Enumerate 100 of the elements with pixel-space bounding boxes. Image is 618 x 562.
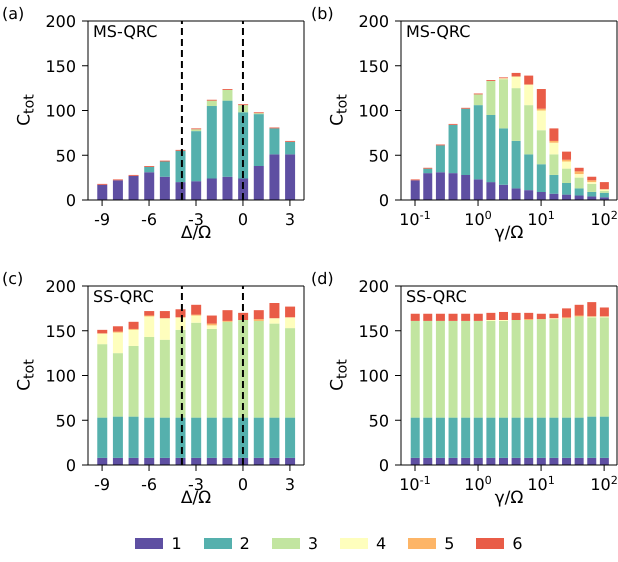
bar	[587, 416, 596, 458]
bar	[486, 320, 496, 418]
y-tick-label: 200	[45, 12, 76, 31]
bar	[112, 326, 123, 332]
y-tick-label: 0	[66, 456, 76, 475]
y-tick-label: 50	[368, 146, 389, 166]
bar	[562, 308, 572, 318]
bar	[112, 180, 123, 200]
legend-label: 5	[444, 534, 454, 553]
bar	[191, 304, 202, 315]
bar	[486, 418, 496, 458]
bar	[254, 310, 264, 320]
bar	[562, 162, 572, 169]
bar	[269, 324, 280, 418]
bar	[574, 418, 584, 458]
x-tick-label: 0	[238, 475, 248, 494]
bar	[461, 108, 470, 175]
bar	[269, 418, 280, 458]
y-tick-label: 0	[66, 191, 76, 210]
bar	[587, 192, 596, 196]
bar	[512, 458, 521, 465]
y-tick-label: 100	[358, 102, 389, 120]
bar	[144, 337, 154, 418]
bar	[536, 192, 546, 200]
y-tick-label: 200	[45, 277, 76, 296]
legend-label: 4	[376, 534, 386, 553]
bar	[512, 188, 521, 200]
bar	[97, 330, 108, 334]
bar	[587, 302, 596, 316]
bar	[549, 174, 558, 194]
bar	[474, 179, 483, 200]
bar	[269, 303, 280, 318]
bar	[536, 418, 546, 458]
chart-title: (b)	[311, 4, 334, 23]
bar	[587, 317, 596, 417]
annotation: MS-QRC	[406, 22, 470, 41]
x-tick-label: 10$^{2}$	[590, 208, 618, 229]
bar	[285, 142, 296, 154]
bar	[574, 174, 584, 178]
x-tick-label: 10$^{-1}$	[399, 474, 431, 494]
bar	[486, 114, 496, 182]
bar	[474, 105, 483, 180]
bar	[524, 320, 534, 418]
bar	[536, 314, 546, 320]
bar	[498, 458, 508, 465]
bar	[144, 458, 154, 465]
bar	[410, 458, 420, 465]
bar	[587, 176, 596, 180]
x-tick-label: -9	[94, 210, 110, 229]
bar	[285, 418, 296, 458]
bar	[512, 88, 521, 141]
bar	[461, 174, 470, 200]
bar	[562, 168, 572, 183]
bar	[285, 317, 296, 328]
bar	[423, 168, 432, 174]
bar	[206, 418, 217, 458]
bar	[191, 418, 202, 458]
bar	[574, 316, 584, 418]
y-tick-label: 100	[45, 102, 76, 120]
x-tick-label: 10$^{0}$	[464, 208, 492, 229]
bar	[574, 168, 584, 172]
bar	[474, 320, 483, 418]
x-tick-label: -6	[141, 210, 158, 229]
bar	[524, 76, 534, 85]
bar	[128, 416, 139, 458]
bar	[97, 458, 108, 465]
bar	[410, 314, 420, 321]
bar	[474, 418, 483, 458]
bar	[587, 458, 596, 465]
bar	[112, 353, 123, 417]
bar	[549, 142, 558, 154]
y-tick-label: 150	[45, 322, 76, 341]
bar	[474, 458, 483, 465]
bar	[410, 320, 420, 418]
bar	[587, 184, 596, 192]
bar	[498, 128, 508, 185]
bar	[574, 304, 584, 316]
bar	[285, 458, 296, 465]
bar	[574, 178, 584, 188]
x-tick-label: 3	[284, 210, 296, 229]
bar	[549, 458, 558, 465]
bar	[536, 89, 546, 109]
bar	[222, 418, 232, 458]
bar	[128, 458, 139, 465]
bar	[512, 320, 521, 418]
bar	[512, 312, 521, 320]
annotation: SS-QRC	[406, 287, 467, 306]
bar	[222, 90, 232, 101]
x-tick-label: 10$^{-1}$	[399, 208, 431, 229]
y-tick-label: 150	[358, 56, 389, 76]
bar	[549, 319, 558, 418]
bar	[562, 194, 572, 200]
bar	[498, 184, 508, 200]
bar	[524, 154, 534, 190]
y-tick-label: 150	[358, 322, 389, 341]
bar	[574, 458, 584, 465]
bar	[536, 130, 546, 164]
bar	[410, 180, 420, 200]
chart-title: (c)	[2, 269, 24, 288]
bar	[562, 182, 572, 195]
